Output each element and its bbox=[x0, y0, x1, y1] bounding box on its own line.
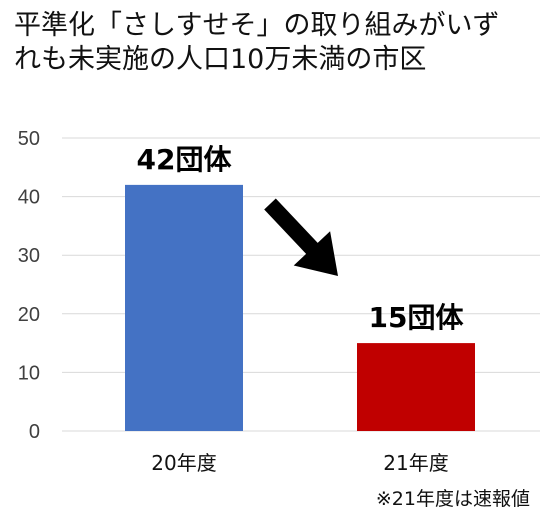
decrease-arrow-icon bbox=[264, 198, 338, 276]
y-tick-label-30: 30 bbox=[18, 245, 40, 267]
bar-2 bbox=[357, 343, 475, 431]
y-tick-label-10: 10 bbox=[18, 362, 40, 384]
chart-title-line-1: 平準化「さしすせそ」の取り組みがいず bbox=[14, 10, 500, 41]
chart-title-line-2: れも未実施の人口10万未満の市区 bbox=[14, 44, 427, 75]
y-tick-label-0: 0 bbox=[29, 421, 40, 443]
category-label-1: 20年度 bbox=[151, 451, 216, 475]
data-label-1: 42団体 bbox=[137, 143, 233, 176]
footnote: ※21年度は速報値 bbox=[375, 488, 530, 510]
category-label-2: 21年度 bbox=[383, 451, 448, 475]
bar-1 bbox=[125, 184, 243, 431]
data-label-2: 15団体 bbox=[369, 301, 465, 334]
y-tick-label-40: 40 bbox=[18, 187, 40, 209]
y-tick-label-50: 50 bbox=[18, 128, 40, 150]
y-tick-label-20: 20 bbox=[18, 304, 40, 326]
